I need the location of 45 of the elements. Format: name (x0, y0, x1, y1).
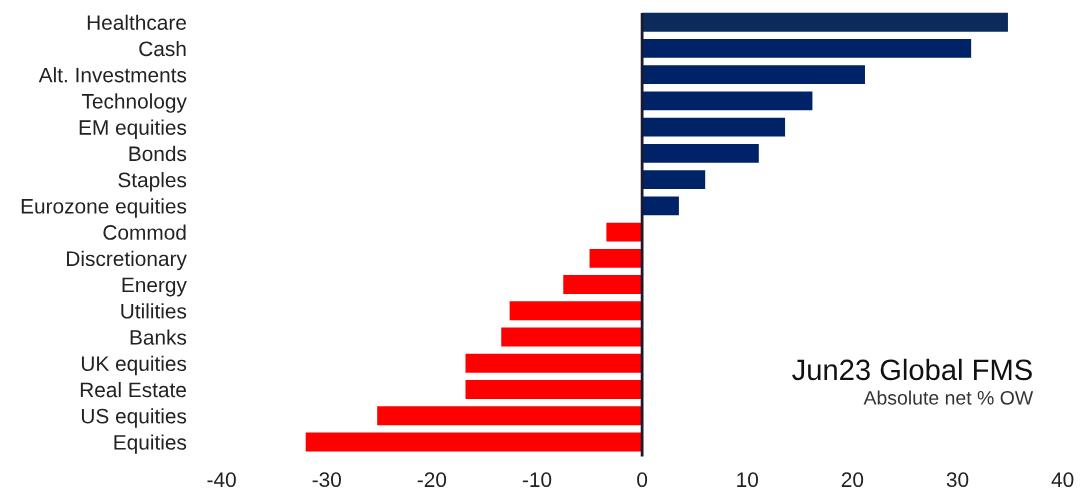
bar (589, 248, 643, 268)
y-tick-label: Staples (118, 172, 187, 192)
y-tick-label: Utilities (121, 303, 187, 319)
bar (642, 38, 972, 58)
bar (509, 301, 643, 321)
y-tick-label: US equities (81, 408, 187, 428)
bar (606, 222, 643, 242)
x-tick-label: 20 (841, 472, 864, 488)
bar (642, 143, 759, 163)
y-tick-label: Technology (81, 93, 187, 113)
x-tick-label: -10 (522, 472, 552, 488)
bar (305, 432, 643, 452)
bar (642, 12, 1008, 32)
x-tick-label: -30 (312, 472, 341, 488)
y-tick-label: EM equities (79, 119, 187, 140)
y-tick-label: Commod (103, 224, 186, 240)
text: Absolute net % OW (863, 390, 1034, 405)
x-tick-label: 10 (737, 472, 759, 488)
bar (465, 380, 643, 399)
x-tick-label: 0 (637, 472, 648, 488)
x-tick-label: -40 (207, 472, 236, 488)
y-tick-label: Discretionary (67, 250, 187, 271)
y-tick-label: Healthcare (87, 14, 186, 30)
bar (642, 91, 813, 111)
bar (563, 275, 643, 295)
bar (465, 353, 643, 373)
y-tick-label: Energy (122, 277, 187, 297)
y-tick-label: Eurozone equities (21, 198, 187, 218)
x-tick-label: 30 (946, 472, 969, 488)
bar (501, 327, 643, 347)
y-tick-label: UK equities (81, 355, 187, 376)
y-tick-label: Banks (130, 329, 187, 345)
y-tick-label: Equities (114, 434, 187, 454)
y-tick-label: Real Estate (80, 381, 186, 398)
bar (642, 117, 786, 137)
bar (377, 406, 643, 426)
bar (642, 196, 679, 216)
x-tick-label: -20 (417, 472, 447, 488)
bar (642, 65, 865, 85)
y-tick-label: Bonds (129, 145, 187, 162)
bar (642, 170, 706, 190)
x-tick-label: 40 (1051, 472, 1074, 488)
text: Jun23 Global FMS (792, 358, 1032, 381)
y-tick-label: Alt. Investments (38, 67, 187, 83)
y-tick-label: Cash (139, 40, 186, 57)
